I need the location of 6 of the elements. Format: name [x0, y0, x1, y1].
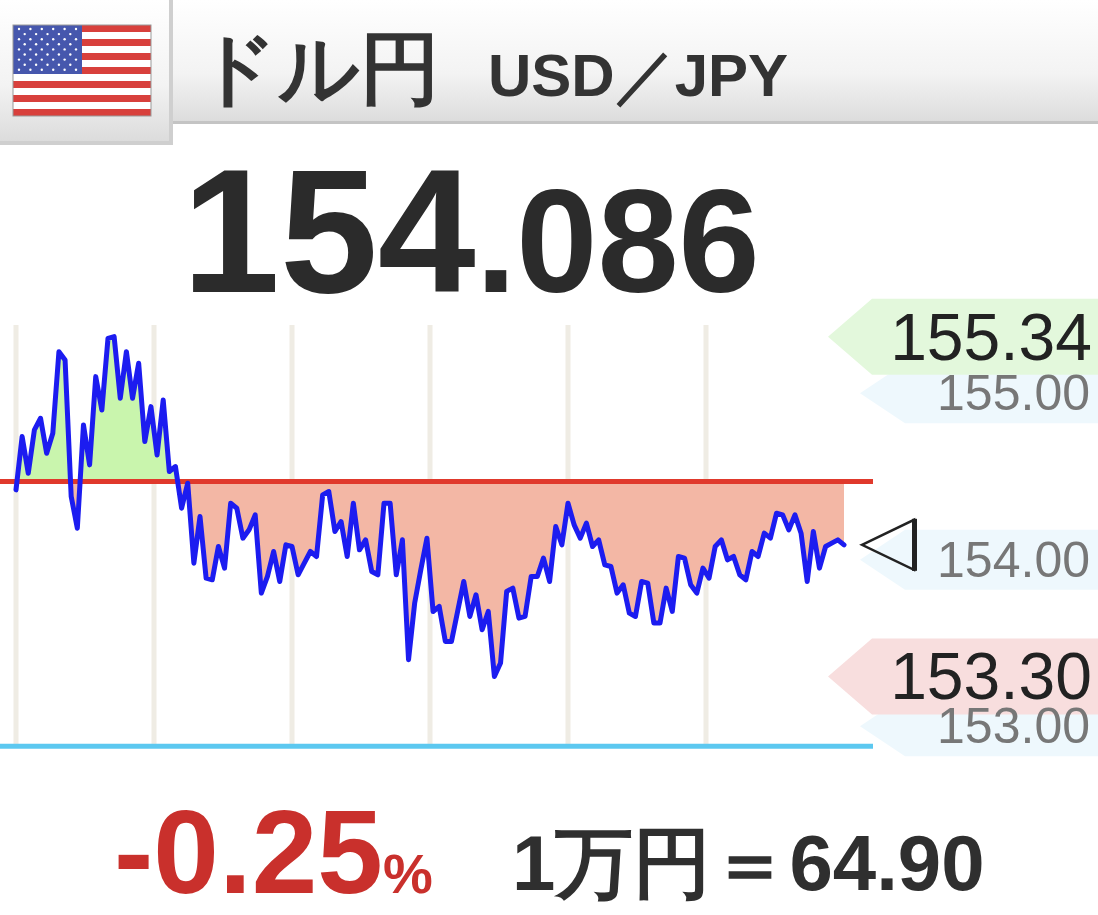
chart-title: ドル円 — [196, 24, 440, 113]
chart-subtitle: USD／JPY — [488, 42, 789, 109]
text: -0.25% — [114, 786, 433, 915]
annotation: 154.086 — [182, 133, 760, 329]
text: 1万円＝64.90 — [512, 819, 985, 907]
y-tick-label: 154.00 — [937, 531, 1090, 588]
